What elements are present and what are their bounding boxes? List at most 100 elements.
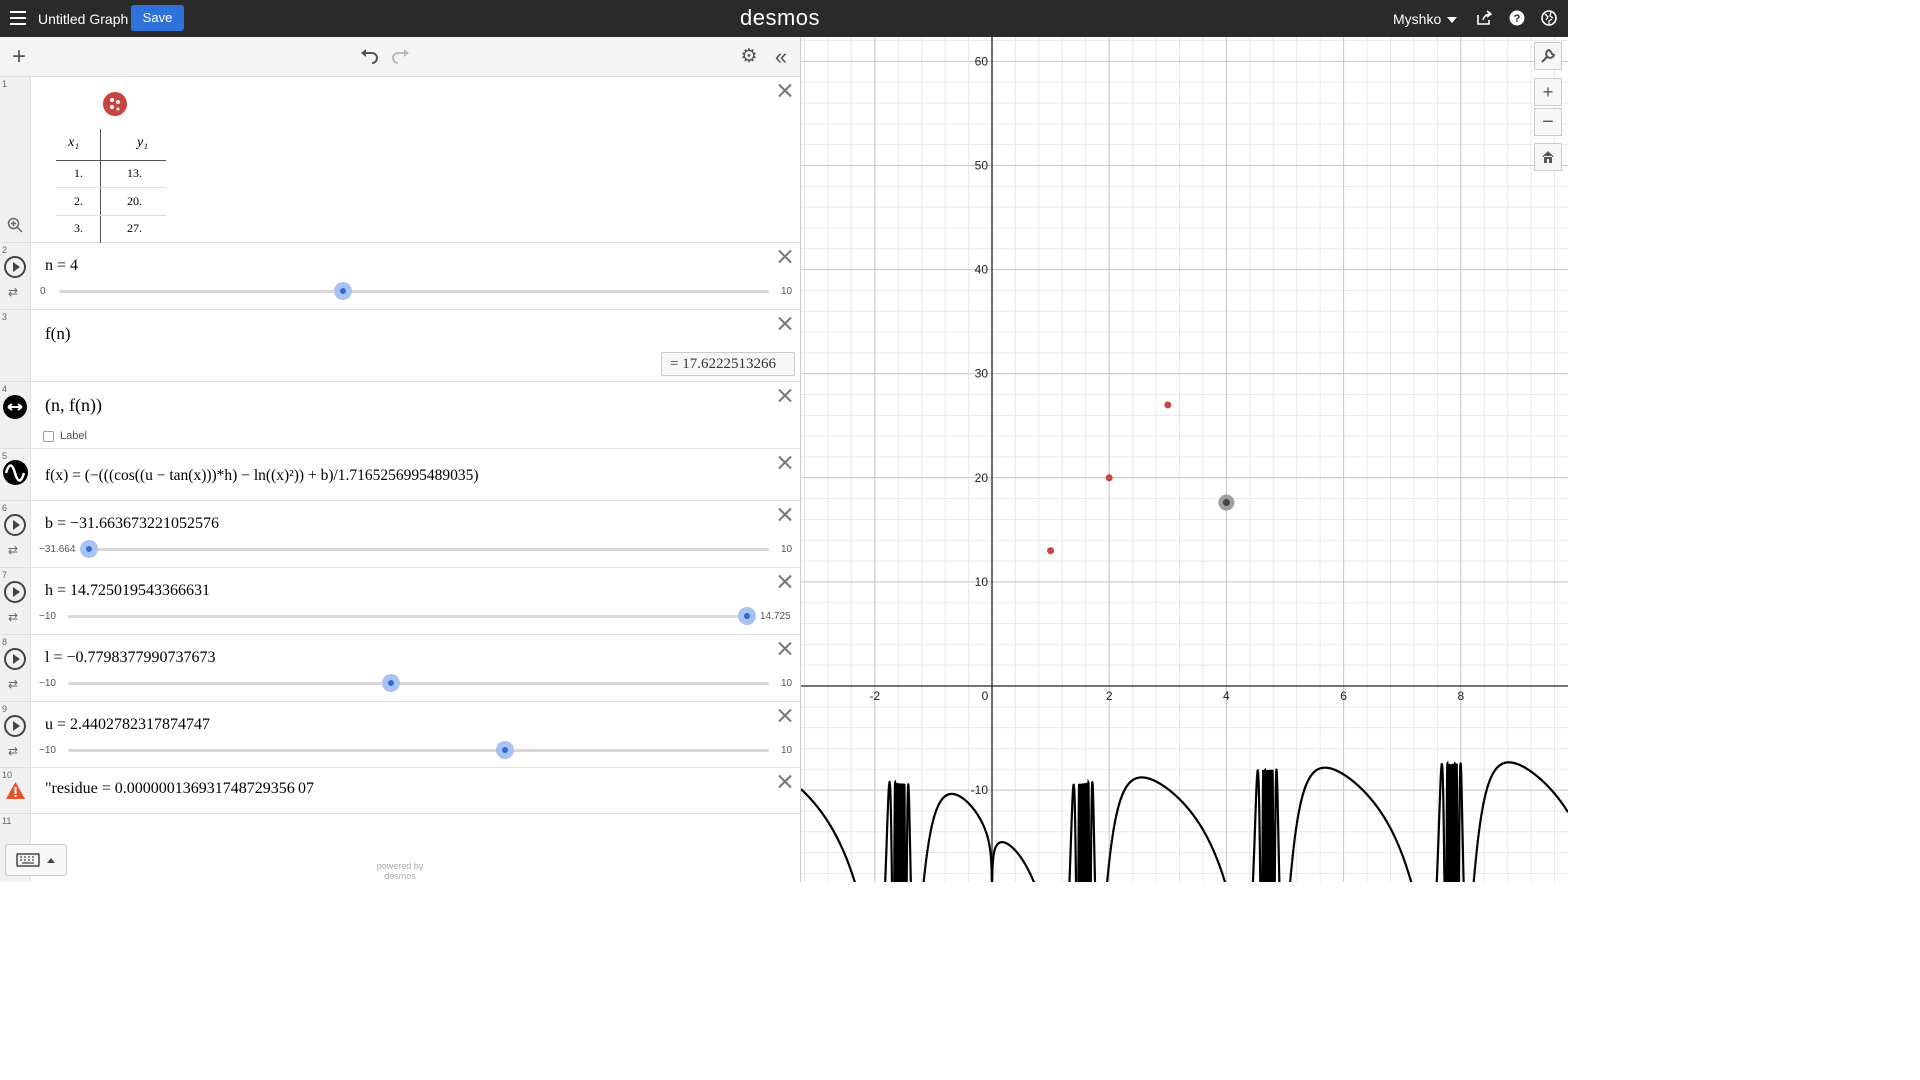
- graph-title[interactable]: Untitled Graph: [38, 11, 129, 27]
- delete-expression-button[interactable]: [778, 507, 792, 521]
- undo-button[interactable]: [358, 46, 380, 68]
- expression-row-fn[interactable]: 3 f(n): [0, 310, 800, 382]
- settings-gear-icon[interactable]: ⚙: [740, 46, 758, 67]
- slider-track[interactable]: [68, 615, 748, 618]
- slider-track[interactable]: [68, 749, 769, 752]
- delete-expression-button[interactable]: [778, 249, 792, 263]
- row-number: 10: [2, 770, 13, 780]
- slider-min[interactable]: −10: [39, 611, 56, 622]
- slider-min[interactable]: −10: [39, 678, 56, 689]
- expression-math[interactable]: f(x) = (−(((cos((u − tan(x)))*h) − ln((x…: [45, 467, 479, 484]
- menu-icon[interactable]: [10, 11, 26, 25]
- slider-thumb[interactable]: [738, 607, 756, 625]
- table-header-x1[interactable]: x₁: [68, 135, 80, 150]
- table-cell[interactable]: 27.: [127, 221, 142, 235]
- slider-max[interactable]: 10: [781, 286, 793, 297]
- keyboard-toggle-button[interactable]: [5, 844, 67, 876]
- drag-point-icon[interactable]: [3, 395, 27, 419]
- play-slider-button[interactable]: [4, 715, 26, 737]
- expression-row-b[interactable]: 6 ⇄ b = −31.663673221052576 −31.664 10: [0, 501, 800, 568]
- loop-icon[interactable]: ⇄: [8, 677, 19, 691]
- play-slider-button[interactable]: [4, 648, 26, 670]
- graph-settings-wrench-icon[interactable]: [1534, 42, 1562, 70]
- loop-icon[interactable]: ⇄: [8, 543, 19, 557]
- collapse-panel-button[interactable]: «: [774, 44, 788, 69]
- label-checkbox-text: Label: [60, 430, 87, 442]
- slider-thumb[interactable]: [80, 540, 98, 558]
- expression-row-l[interactable]: 8 ⇄ l = −0.7798377990737673 −10 10: [0, 635, 800, 702]
- graph-canvas[interactable]: -2 0 2 4 6 8 60 50 40 30 20 10 -10: [757, 19, 1579, 967]
- slider-track[interactable]: [82, 548, 769, 551]
- delete-expression-button[interactable]: [778, 708, 792, 722]
- play-slider-button[interactable]: [4, 581, 26, 603]
- play-slider-button[interactable]: [4, 514, 26, 536]
- graph-paper[interactable]: -2 0 2 4 6 8 60 50 40 30 20 10 -10 + −: [757, 19, 1579, 967]
- home-icon[interactable]: [1534, 143, 1562, 171]
- table-cell[interactable]: 20.: [127, 194, 142, 208]
- label-checkbox[interactable]: [43, 431, 54, 442]
- slider-max[interactable]: 10: [781, 745, 793, 756]
- slider-thumb[interactable]: [334, 282, 352, 300]
- expression-row-empty[interactable]: 11: [0, 814, 800, 874]
- expression-math[interactable]: "residue = 0.000000136931748729356 07: [45, 780, 314, 797]
- table-cell[interactable]: 3.: [74, 221, 83, 235]
- expression-math[interactable]: n = 4: [45, 257, 79, 274]
- delete-expression-button[interactable]: [778, 455, 792, 469]
- x-tick-label: -2: [869, 689, 880, 703]
- zoom-fit-icon[interactable]: [7, 217, 23, 236]
- delete-expression-button[interactable]: [778, 641, 792, 655]
- warning-icon[interactable]: [6, 782, 25, 804]
- y-tick-label: 10: [975, 575, 989, 589]
- row-number: 7: [2, 570, 8, 580]
- slider-max[interactable]: 10: [781, 678, 793, 689]
- expression-math[interactable]: u = 2.4402782317874747: [45, 716, 211, 733]
- slider-track[interactable]: [68, 682, 769, 685]
- expression-row-n[interactable]: 2 ⇄ n = 4 0 10: [0, 243, 800, 310]
- zoom-out-button[interactable]: −: [1534, 108, 1562, 136]
- loop-icon[interactable]: ⇄: [8, 610, 19, 624]
- delete-expression-button[interactable]: [778, 574, 792, 588]
- redo-button[interactable]: [390, 46, 412, 68]
- user-menu[interactable]: Myshko: [1393, 11, 1458, 27]
- delete-expression-button[interactable]: [778, 83, 792, 97]
- curve-color-icon[interactable]: [3, 460, 28, 485]
- points-color-icon[interactable]: [103, 92, 127, 116]
- share-icon[interactable]: [1476, 10, 1493, 26]
- language-icon[interactable]: [1541, 10, 1557, 26]
- table-header-y1[interactable]: y₁: [137, 135, 149, 150]
- play-slider-button[interactable]: [4, 256, 26, 278]
- expression-row-u[interactable]: 9 ⇄ u = 2.4402782317874747 −10 10: [0, 702, 800, 768]
- slider-min[interactable]: −10: [39, 745, 56, 756]
- save-button[interactable]: Save: [131, 5, 184, 31]
- add-expression-button[interactable]: +: [11, 43, 26, 70]
- slider-min[interactable]: −31.664: [39, 544, 76, 555]
- loop-icon[interactable]: ⇄: [8, 744, 19, 758]
- loop-icon[interactable]: ⇄: [8, 285, 19, 299]
- expression-row-point[interactable]: 4 (n, f(n)) Label: [0, 382, 800, 449]
- slider-max[interactable]: 14.725: [760, 611, 791, 622]
- table-cell[interactable]: 13.: [127, 166, 142, 180]
- zoom-in-button[interactable]: +: [1534, 78, 1562, 106]
- slider-min[interactable]: 0: [40, 286, 46, 297]
- expression-math[interactable]: l = −0.7798377990737673: [45, 649, 216, 666]
- delete-expression-button[interactable]: [778, 388, 792, 402]
- expression-row-function[interactable]: 5 f(x) = (−(((cos((u − tan(x)))*h) − ln(…: [0, 449, 800, 501]
- expression-math[interactable]: (n, f(n)): [45, 395, 102, 415]
- expression-row-residue[interactable]: 10 "residue = 0.000000136931748729356 07: [0, 768, 800, 814]
- delete-expression-button[interactable]: [778, 774, 792, 788]
- slider-track[interactable]: [59, 290, 769, 293]
- row-number: 4: [2, 384, 8, 394]
- delete-expression-button[interactable]: [778, 316, 792, 330]
- table-cell[interactable]: 2.: [74, 194, 83, 208]
- table-cell[interactable]: 1.: [74, 166, 83, 180]
- expression-math[interactable]: b = −31.663673221052576: [45, 515, 220, 532]
- slider-max[interactable]: 10: [781, 544, 793, 555]
- expression-row-table[interactable]: 1 x₁ y₁ 1. 13. 2. 20. 3. 27.: [0, 77, 800, 243]
- expression-math[interactable]: f(n): [45, 324, 71, 343]
- table-point: [1105, 474, 1113, 482]
- expression-row-h[interactable]: 7 ⇄ h = 14.725019543366631 −10 14.725: [0, 568, 800, 635]
- slider-thumb[interactable]: [496, 741, 514, 759]
- slider-thumb[interactable]: [382, 674, 400, 692]
- expression-math[interactable]: h = 14.725019543366631: [45, 582, 211, 599]
- help-icon[interactable]: ?: [1509, 10, 1525, 26]
